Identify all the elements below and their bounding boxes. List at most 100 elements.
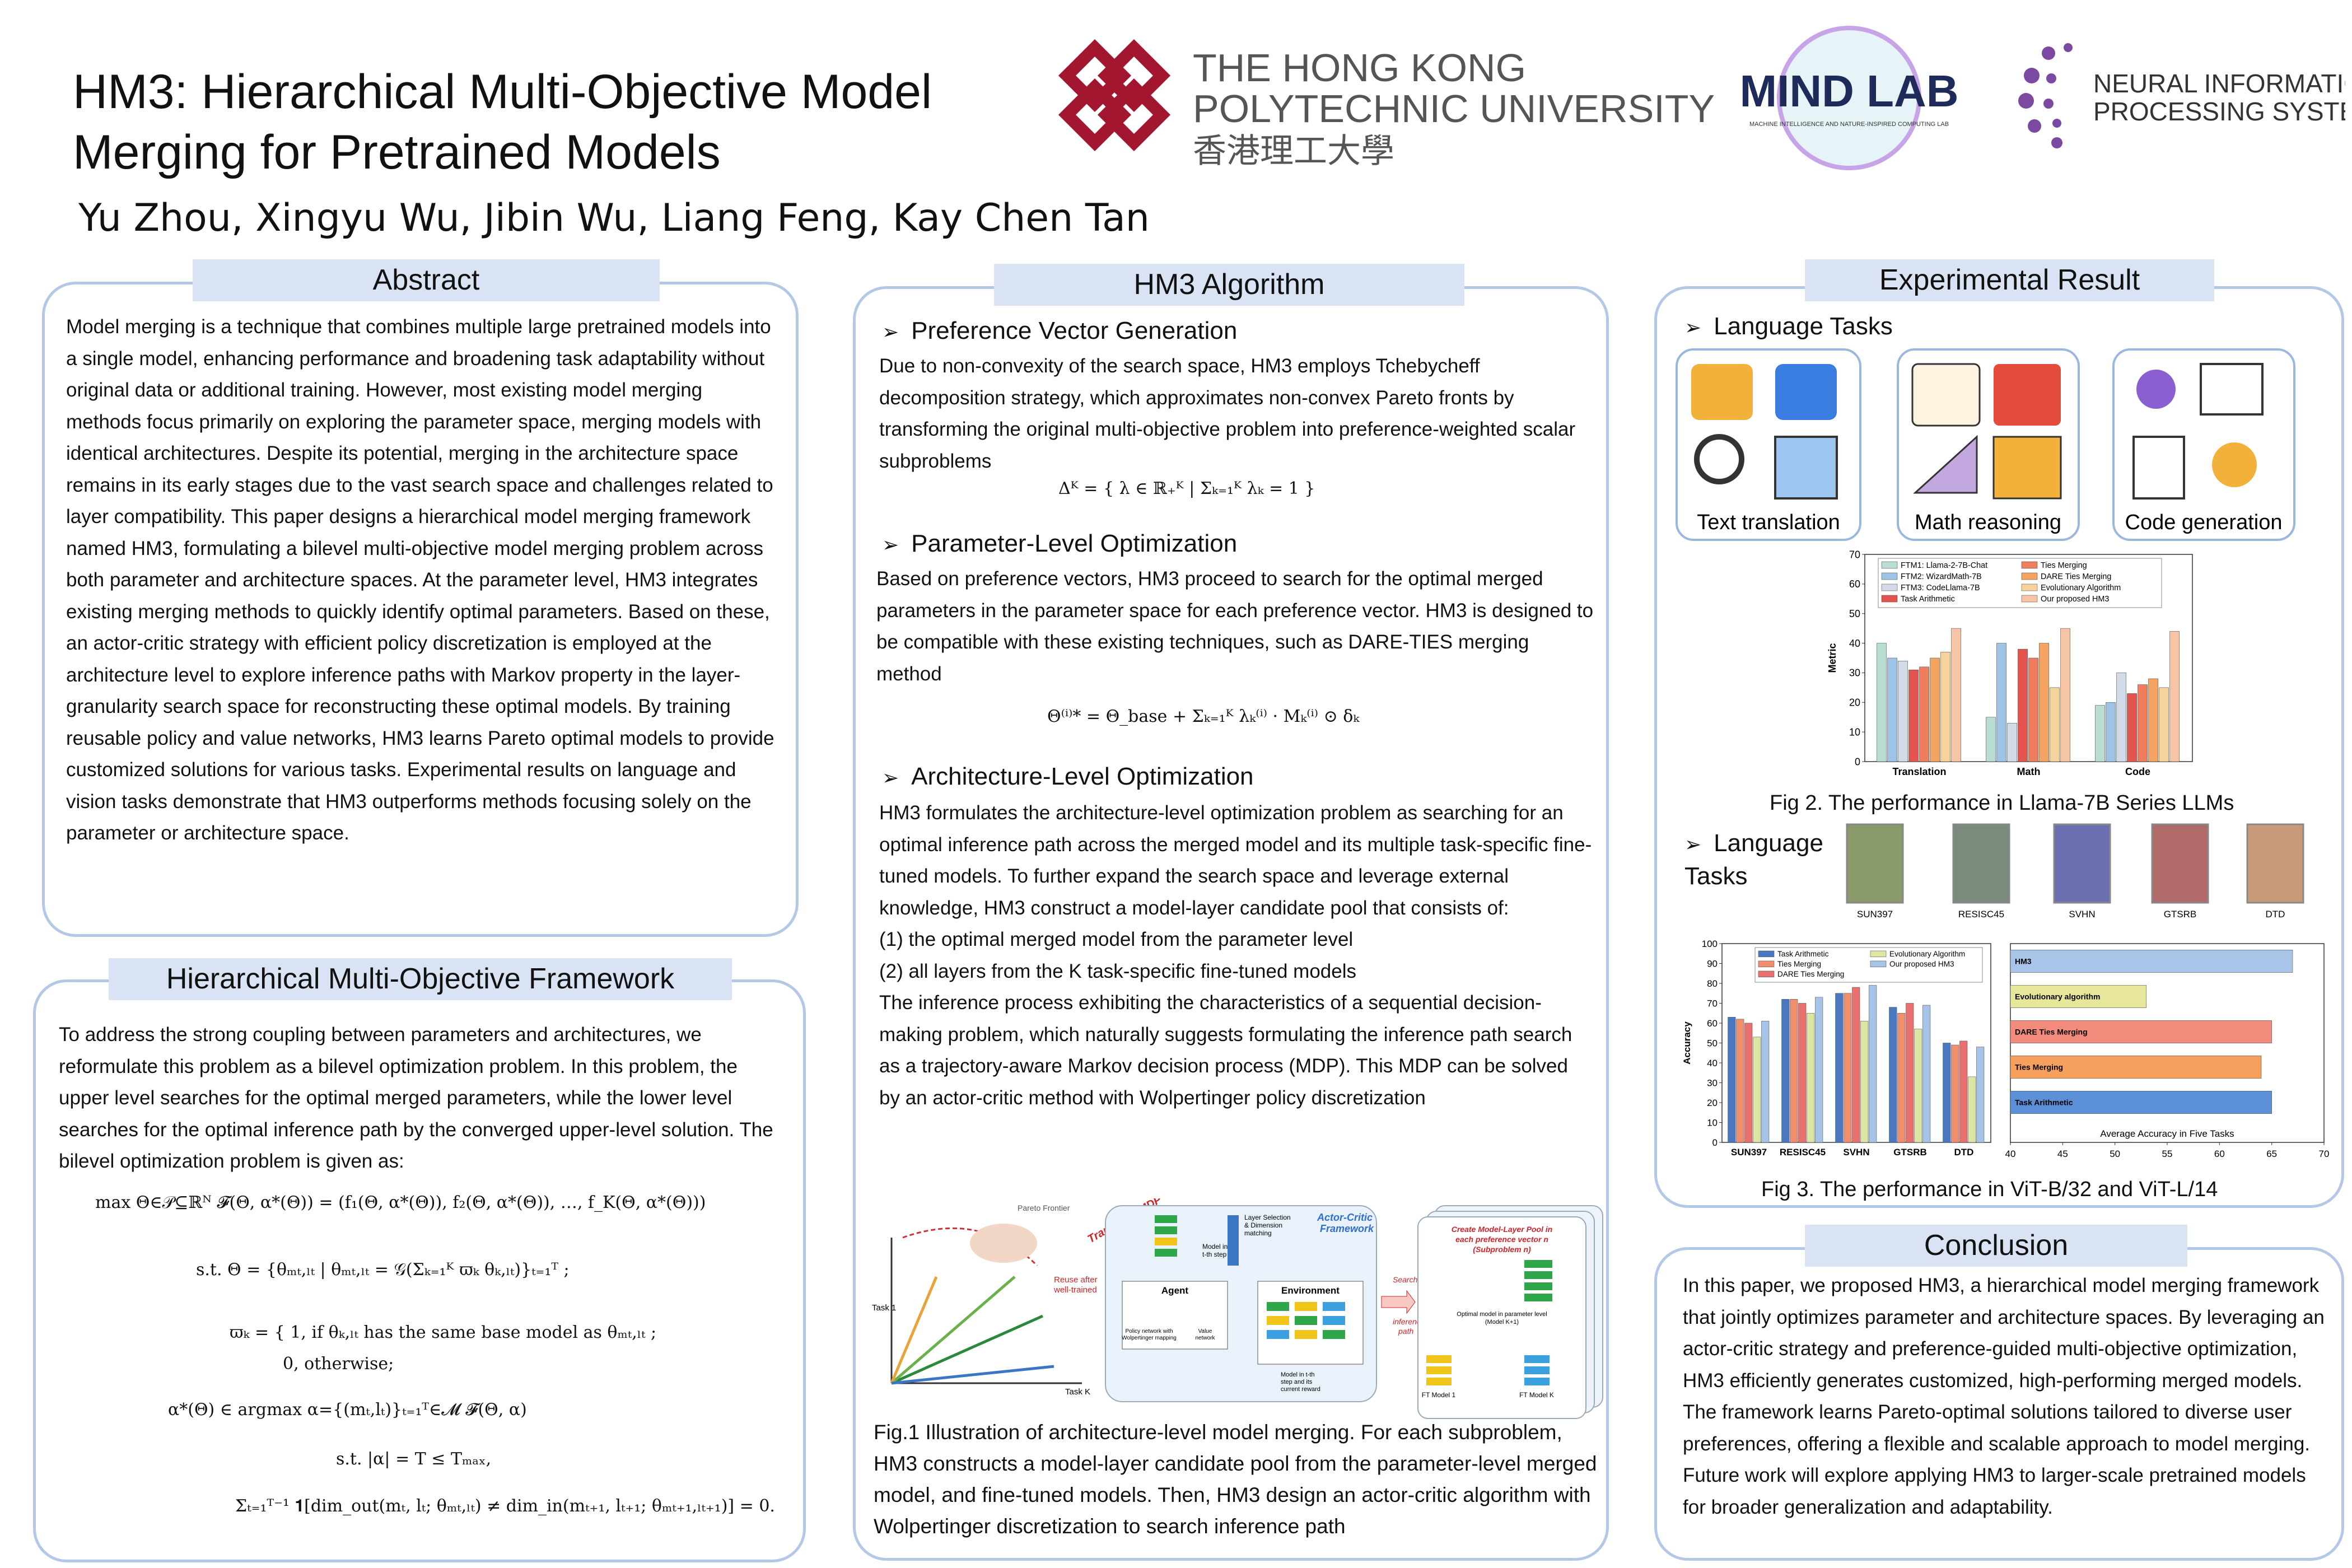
bar — [2169, 631, 2180, 762]
y-tick-label: 0 — [1712, 1137, 1718, 1148]
legend-swatch — [2021, 584, 2038, 591]
x-axis-label: Average Accuracy in Five Tasks — [2100, 1128, 2234, 1139]
y-tick-label: 20 — [1849, 697, 1860, 708]
y-tick-label: 10 — [1849, 726, 1860, 738]
figure-caption: Fig.1 Illustration of architecture-level… — [874, 1421, 1597, 1538]
mindlab-logo: MIND LAB MACHINE INTELLIGENCE AND NATURE… — [1739, 26, 1959, 170]
bar — [2148, 678, 2158, 762]
fig-label: Actor-Critic — [1317, 1212, 1373, 1223]
dataset-label: RESISC45 — [1958, 909, 2004, 920]
polyu-emblem — [1058, 39, 1171, 152]
legend-label: Evolutionary Algorithm — [1889, 950, 1965, 958]
fig-label: Wolpertinger mapping — [1122, 1335, 1177, 1341]
figure-caption: Fig 3. The performance in ViT-B/32 and V… — [1761, 1178, 2218, 1201]
legend-label: DARE Ties Merging — [1777, 970, 1844, 978]
legend-swatch — [1758, 970, 1775, 978]
bar — [2039, 643, 2049, 762]
subheading: Parameter-Level Optimization — [882, 530, 1237, 558]
paragraph: The inference process exhibiting the cha… — [879, 992, 1572, 1109]
dataset-label: GTSRB — [2164, 909, 2197, 920]
subheading: Preference Vector Generation — [882, 317, 1237, 345]
bar — [2018, 648, 2028, 762]
equation: s.t. Θ = {θₘₜ,ₗₜ | θₘₜ,ₗₜ = 𝒢(Σₖ₌₁ᴷ ϖₖ θ… — [196, 1260, 570, 1280]
bar — [2010, 1056, 2262, 1079]
bar — [1908, 669, 1919, 762]
x-tick-label: DTD — [1954, 1147, 1974, 1158]
conclusion-panel — [1654, 1247, 2344, 1561]
legend-label: DARE Ties Merging — [2041, 572, 2111, 581]
x-tick-label: 70 — [2319, 1149, 2330, 1159]
title-line: Merging for Pretrained Models — [73, 125, 721, 179]
neurips-logo: NEURAL INFORMATION PROCESSING SYSTEMS — [2018, 43, 2345, 148]
bar — [2007, 722, 2017, 762]
y-tick-label: 100 — [1702, 939, 1718, 949]
fig-label: Model in — [1202, 1243, 1228, 1250]
section-heading: Conclusion — [1805, 1225, 2187, 1267]
bar — [1815, 997, 1823, 1143]
equation: α*(Θ) ∈ argmax α={(mₜ,lₜ)}ₜ₌₁ᵀ∈𝓜 𝓕(Θ, α) — [168, 1400, 527, 1420]
x-tick-label: Translation — [1892, 766, 1946, 777]
fig-label: step and its — [1281, 1379, 1313, 1385]
bar — [1930, 657, 1940, 762]
section-heading: Hierarchical Multi-Objective Framework — [109, 958, 732, 1000]
legend-label: Task Arithmetic — [1901, 595, 1955, 604]
equation: s.t. |α| = T ≤ Tₘₐₓ, — [336, 1449, 492, 1469]
bar — [1976, 1047, 1985, 1143]
mindlab-sub: MACHINE INTELLIGENCE AND NATURE-INSPIRED… — [1749, 121, 1949, 128]
equation: max Θ∈𝒫⊆ℝᴺ 𝓕(Θ, α*(Θ)) = (f₁(Θ, α*(Θ)), … — [95, 1193, 706, 1212]
legend-swatch — [2021, 572, 2038, 580]
bar — [2116, 673, 2126, 762]
legend-box — [1878, 558, 2162, 608]
legend-swatch — [1881, 595, 1898, 603]
bar — [1996, 643, 2006, 762]
bar — [1959, 1040, 1968, 1143]
fig-label: Task K — [1065, 1387, 1090, 1397]
fig-label: Model in t-th — [1281, 1371, 1315, 1378]
mindlab-name: MIND LAB — [1739, 66, 1958, 116]
fig-label: matching — [1244, 1229, 1272, 1237]
bar — [1951, 628, 1961, 762]
fig-label: Search — [1393, 1275, 1418, 1284]
bar — [1889, 1007, 1897, 1143]
section-heading: Experimental Result — [1805, 259, 2214, 301]
equation: Σₜ₌₁ᵀ⁻¹ 𝟏[dim_out(mₜ, lₜ; θₘₜ,ₗₜ) ≠ dim_… — [235, 1496, 775, 1516]
legend-label: Ties Merging — [1777, 960, 1821, 968]
equation: ϖₖ = { 1, if θₖ,ₗₜ has the same base mod… — [230, 1323, 657, 1342]
neurips-name: NEURAL INFORMATION — [2093, 69, 2345, 98]
bar — [1922, 1005, 1931, 1143]
bar — [2050, 687, 2060, 762]
equation: Δᴷ = { λ ∈ ℝ₊ᴷ | Σₖ₌₁ᴷ λₖ = 1 } — [1058, 479, 1315, 498]
conclusion-text: In this paper, we proposed HM3, a hierar… — [1683, 1275, 2325, 1518]
fig3-left-chart: 0 10 20 30 40 50 60 70 80 90 100 Accuracy SUN397 RESI… — [1682, 939, 1991, 1158]
dataset-label: DTD — [2266, 909, 2285, 920]
polyu-logo: THE HONG KONG POLYTECHNIC UNIVERSITY 香港理… — [1058, 39, 1714, 170]
title: HM3: Hierarchical Multi-Objective Model … — [73, 62, 932, 183]
bar — [1736, 1019, 1744, 1143]
fig-label: Create Model-Layer Pool in — [1452, 1225, 1552, 1234]
bar — [1844, 993, 1852, 1143]
bar — [1728, 1017, 1736, 1143]
bar — [1753, 1037, 1761, 1143]
legend-swatch — [1881, 584, 1898, 591]
paragraph-group: HM3 formulates the architecture-level op… — [879, 797, 1593, 1114]
legend-label: FTM3: CodeLlama-7B — [1901, 584, 1980, 592]
bar — [1951, 1044, 1959, 1143]
task-icons: Text translation Math reasoning Code gen… — [1676, 348, 2295, 541]
section-heading: HM3 Algorithm — [994, 264, 1464, 306]
task-space — [890, 1224, 1082, 1385]
dataset-label: SVHN — [2069, 909, 2095, 920]
legend-label: FTM1: Llama-2-7B-Chat — [1901, 561, 1987, 570]
bar — [1906, 1003, 1914, 1143]
y-tick-label: 70 — [1849, 549, 1860, 560]
x-tick-label: Math — [2017, 766, 2041, 777]
fig-label: current reward — [1281, 1386, 1320, 1393]
subheading: Language Tasks — [1684, 312, 1893, 340]
bar — [1898, 660, 1908, 762]
legend-swatch — [1870, 950, 1887, 958]
bar — [1897, 1012, 1906, 1143]
fig-label: each preference vector n — [1455, 1235, 1548, 1244]
fig-label: Environment — [1281, 1285, 1340, 1296]
bar — [1986, 717, 1996, 762]
framework-panel — [33, 979, 806, 1562]
x-tick-label: SVHN — [1843, 1147, 1869, 1158]
